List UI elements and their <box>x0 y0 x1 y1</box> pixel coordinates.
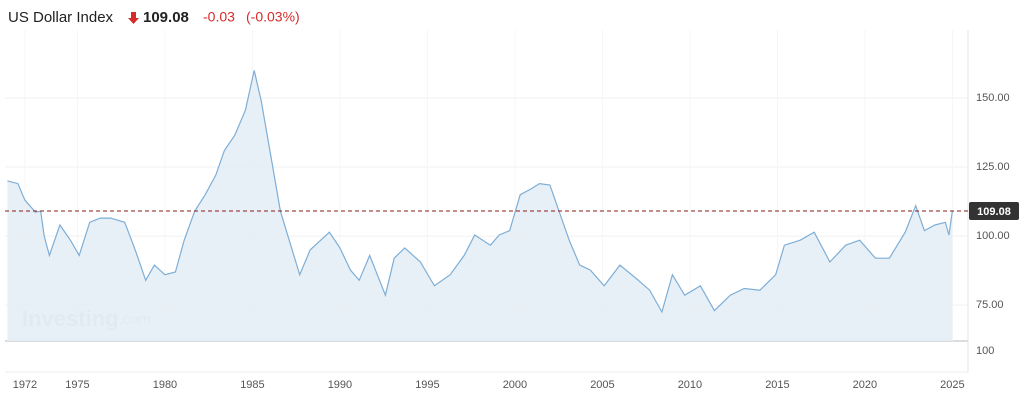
x-tick-label: 2005 <box>590 379 614 391</box>
instrument-title: US Dollar Index <box>8 9 114 26</box>
x-tick-label: 2000 <box>503 379 527 391</box>
x-tick-label: 1980 <box>153 379 177 391</box>
last-price: 109.08 <box>143 9 189 26</box>
x-tick-label: 2015 <box>765 379 789 391</box>
down-arrow <box>128 12 139 24</box>
x-tick-label: 1985 <box>240 379 264 391</box>
price-line <box>7 70 953 314</box>
y-tick-label: 75.00 <box>976 299 1004 311</box>
price-change: -0.03 <box>203 9 235 25</box>
x-tick-label: 2020 <box>853 379 877 391</box>
x-tick-label: 1995 <box>415 379 439 391</box>
current-price-label: 109.08 <box>977 206 1011 218</box>
current-price-badge <box>969 202 1019 221</box>
y-tick-label: 100.00 <box>976 230 1010 242</box>
x-tick-label: 2010 <box>678 379 702 391</box>
x-tick-label: 1990 <box>328 379 352 391</box>
x-tick-label: 1975 <box>65 379 89 391</box>
area-fill <box>7 70 953 342</box>
x-tick-label: 2025 <box>940 379 964 391</box>
y-tick-label: 125.00 <box>976 161 1010 173</box>
x-tick-label: 1972 <box>13 379 37 391</box>
price-change-percent: (-0.03%) <box>246 9 300 25</box>
volume-tick-label: 100 <box>976 345 994 357</box>
y-tick-label: 150.00 <box>976 92 1010 104</box>
